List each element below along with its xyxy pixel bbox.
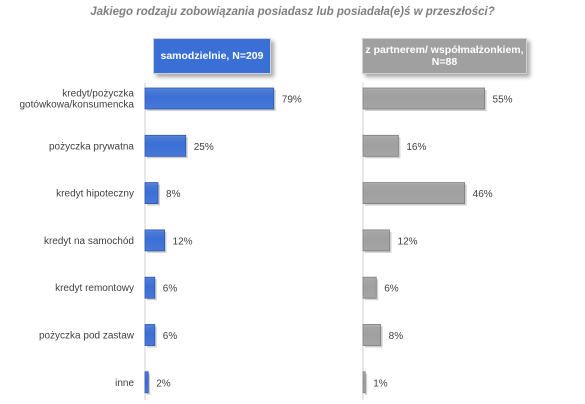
category-label: inne: [115, 378, 134, 389]
data-label-partner: 6%: [384, 284, 399, 295]
bar-alone: [144, 229, 165, 252]
bar-partner: [362, 229, 390, 252]
bar-alone: [144, 371, 149, 394]
data-label-alone: 2%: [156, 378, 171, 389]
series-header-partner-line1: z partnerem/ współmałżonkiem,: [365, 44, 524, 56]
data-label-alone: 25%: [194, 142, 214, 153]
bar-shadow: [365, 373, 368, 395]
data-label-alone: 79%: [282, 95, 302, 106]
chart-title: Jakiego rodzaju zobowiązania posiadasz l…: [90, 6, 495, 18]
series-header-partner: z partnerem/ współmałżonkiem, N=88: [362, 38, 527, 74]
category-label: kredyt na samochód: [44, 236, 134, 247]
data-label-partner: 16%: [406, 142, 426, 153]
data-label-partner: 55%: [493, 95, 513, 106]
bar-alone: [144, 134, 187, 157]
data-label-partner: 46%: [473, 189, 493, 200]
category-label: kredyt hipoteczny: [56, 189, 134, 200]
series-header-partner-label: z partnerem/ współmałżonkiem, N=88: [365, 44, 523, 68]
data-label-alone: 6%: [163, 284, 178, 295]
category-label: kredyt remontowy: [55, 283, 134, 294]
bar-alone: [144, 182, 159, 205]
bar-partner: [362, 276, 377, 299]
bar-partner: [362, 324, 382, 346]
data-label-partner: 8%: [389, 331, 404, 342]
data-label-partner: 12%: [398, 236, 418, 247]
bar-alone: [144, 276, 156, 299]
series-header-alone: samodzielnie, N=209: [153, 38, 271, 74]
bar-alone: [144, 87, 275, 110]
bar-partner: [362, 87, 485, 110]
data-label-alone: 12%: [173, 236, 193, 247]
series-header-partner-line2: N=88: [431, 56, 458, 68]
series-header-alone-label: samodzielnie, N=209: [160, 50, 264, 62]
data-label-partner: 1%: [373, 378, 388, 389]
bar-alone: [144, 324, 156, 346]
bar-partner: [362, 182, 466, 205]
category-label: kredyt/pożyczka gotówkowa/konsumencka: [19, 89, 134, 111]
bar-partner: [362, 371, 366, 394]
data-label-alone: 8%: [166, 189, 181, 200]
category-label: pożyczka prywatna: [49, 141, 134, 152]
category-label: pożyczka pod zastaw: [39, 331, 135, 342]
bar-partner: [362, 134, 399, 157]
data-label-alone: 6%: [163, 331, 178, 342]
